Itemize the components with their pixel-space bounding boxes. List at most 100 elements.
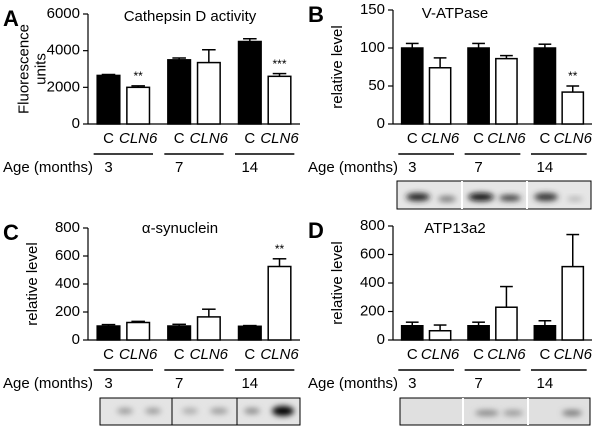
x-tick-label: C	[174, 346, 185, 363]
error-bar	[566, 233, 580, 267]
error-bar	[172, 323, 186, 326]
chart-title: ATP13a2	[424, 220, 485, 237]
error-bar	[500, 285, 513, 308]
y-tick-label: 6000	[47, 5, 80, 22]
y-axis-label: relative level	[329, 25, 346, 108]
error-bar	[243, 38, 257, 42]
error-bar	[472, 42, 485, 48]
y-tick-label: 200	[55, 303, 80, 320]
y-axis-label: units	[32, 53, 49, 85]
panel-letter: C	[3, 220, 19, 245]
bar	[495, 306, 518, 341]
error-bar	[272, 258, 287, 267]
group-label: 7	[175, 375, 183, 392]
bar	[96, 325, 121, 341]
y-tick-label: 0	[377, 331, 385, 348]
x-tick-label: CLN6	[190, 346, 229, 363]
error-bar	[101, 323, 116, 326]
error-bar	[500, 54, 513, 59]
y-tick-label: 4000	[47, 42, 80, 59]
x-tick-label: C	[407, 346, 418, 363]
x-tick-label: C	[244, 346, 255, 363]
error-bar	[131, 85, 145, 88]
error-bar	[243, 324, 257, 327]
x-tick-label: CLN6	[487, 346, 526, 363]
panel-letter: A	[3, 6, 19, 31]
y-tick-label: 600	[55, 247, 80, 264]
group-label: 7	[175, 159, 183, 176]
group-label: 7	[474, 375, 482, 392]
y-tick-label: 800	[55, 219, 80, 236]
error-bar	[538, 43, 552, 48]
bar	[196, 61, 221, 125]
bar	[400, 47, 424, 125]
group-label: 3	[408, 375, 416, 392]
y-axis-label: relative level	[24, 242, 41, 325]
blot-b	[396, 180, 592, 210]
group-label: 3	[408, 159, 416, 176]
significance: **	[568, 69, 578, 83]
x-tick-label: CLN6	[554, 130, 593, 147]
error-bar	[101, 73, 116, 76]
y-tick-label: 2000	[47, 78, 80, 95]
bar	[237, 40, 262, 125]
x-tick-label: C	[407, 130, 418, 147]
significance: ***	[272, 57, 286, 71]
group-label: 3	[104, 375, 112, 392]
group-axis-label: Age (months)	[3, 159, 93, 176]
x-tick-label: CLN6	[421, 130, 460, 147]
y-tick-label: 0	[72, 331, 80, 348]
x-tick-label: CLN6	[119, 346, 158, 363]
y-tick-label: 800	[360, 217, 385, 234]
error-bar	[405, 42, 419, 48]
x-tick-label: C	[174, 130, 185, 147]
bar	[167, 325, 192, 341]
panel-letter: B	[308, 2, 324, 27]
bar	[495, 57, 518, 125]
y-tick-label: 150	[360, 1, 385, 18]
x-tick-label: C	[103, 130, 114, 147]
error-bar	[172, 57, 186, 60]
group-axis-label: Age (months)	[308, 375, 398, 392]
chart-title: Cathepsin D activity	[124, 8, 257, 25]
error-bar	[405, 321, 419, 326]
error-bar	[538, 320, 552, 326]
error-bar	[202, 49, 216, 63]
y-tick-label: 50	[368, 77, 385, 94]
chart-title: V-ATPase	[422, 5, 488, 22]
bar	[267, 75, 292, 125]
y-tick-label: 600	[360, 245, 385, 262]
x-tick-label: CLN6	[260, 346, 299, 363]
group-label: 14	[241, 159, 258, 176]
group-label: 3	[104, 159, 112, 176]
x-tick-label: C	[473, 130, 484, 147]
group-label: 14	[537, 375, 554, 392]
y-tick-label: 200	[360, 302, 385, 319]
y-axis-label: Fluorescence	[15, 24, 32, 114]
y-tick-label: 0	[72, 115, 80, 132]
bar	[428, 329, 452, 341]
error-bar	[272, 72, 287, 77]
x-tick-label: CLN6	[260, 130, 299, 147]
bar	[126, 321, 151, 341]
error-bar	[433, 57, 447, 68]
error-bar	[566, 85, 580, 93]
x-tick-label: C	[103, 346, 114, 363]
bar	[561, 91, 585, 125]
significance: **	[134, 69, 144, 83]
bar	[533, 47, 557, 125]
x-tick-label: C	[244, 130, 255, 147]
y-tick-label: 400	[55, 275, 80, 292]
bar	[533, 325, 557, 341]
error-bar	[131, 320, 145, 323]
y-tick-label: 0	[377, 115, 385, 132]
bar	[400, 325, 424, 341]
bar	[428, 67, 452, 125]
group-label: 7	[474, 159, 482, 176]
blot-d	[399, 397, 591, 426]
blot-c	[99, 397, 301, 426]
bar	[196, 316, 221, 341]
